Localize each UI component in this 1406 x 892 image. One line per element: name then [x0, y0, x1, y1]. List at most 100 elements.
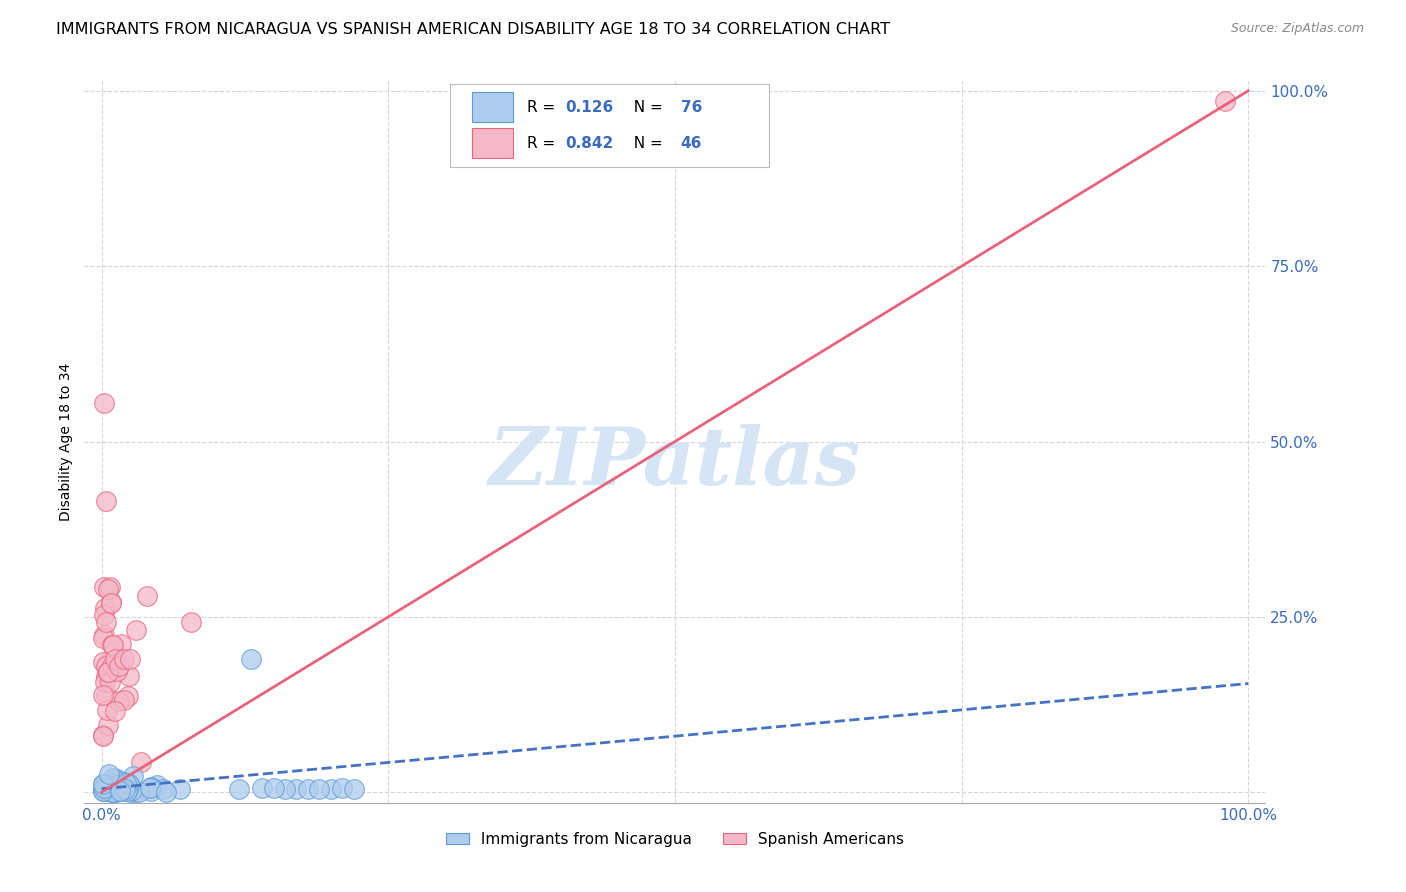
Point	[125, 624, 148, 638]
Point	[93, 608, 115, 623]
Point	[146, 778, 169, 792]
Point	[93, 674, 115, 689]
Point	[228, 781, 250, 796]
Point	[98, 767, 121, 781]
Point	[112, 778, 135, 792]
Text: 76: 76	[681, 100, 702, 114]
Point	[103, 783, 125, 797]
Point	[97, 582, 120, 596]
Point	[104, 777, 127, 791]
Point	[155, 784, 177, 798]
Point	[96, 782, 118, 797]
Point	[105, 664, 128, 678]
Point	[139, 781, 162, 796]
Point	[114, 652, 136, 666]
Point	[91, 655, 114, 669]
Point	[169, 782, 191, 797]
Point	[96, 657, 118, 671]
Point	[104, 784, 127, 798]
Point	[97, 665, 120, 679]
Point	[100, 675, 122, 690]
Point	[103, 782, 125, 797]
Point	[91, 729, 114, 743]
FancyBboxPatch shape	[472, 128, 513, 158]
Point	[319, 782, 342, 797]
Point	[100, 595, 122, 609]
Point	[114, 782, 136, 797]
Point	[111, 784, 134, 798]
Point	[101, 658, 124, 673]
Point	[93, 580, 115, 594]
Point	[100, 783, 122, 797]
Point	[110, 781, 132, 796]
Point	[100, 779, 122, 793]
Point	[121, 783, 143, 797]
Point	[97, 780, 120, 795]
Point	[180, 615, 202, 630]
Point	[100, 777, 122, 791]
Point	[94, 689, 117, 703]
Point	[131, 755, 153, 769]
Point	[152, 782, 174, 797]
Point	[93, 780, 115, 795]
Point	[91, 728, 114, 742]
Point	[97, 782, 120, 797]
Point	[91, 777, 114, 791]
Point	[120, 784, 142, 798]
Text: ZIPatlas: ZIPatlas	[489, 425, 860, 502]
Point	[93, 628, 115, 642]
Point	[96, 615, 118, 629]
Point	[97, 783, 120, 797]
Text: R =: R =	[527, 100, 561, 114]
Point	[100, 596, 122, 610]
Y-axis label: Disability Age 18 to 34: Disability Age 18 to 34	[59, 362, 73, 521]
Point	[104, 652, 127, 666]
Point	[107, 776, 129, 790]
Point	[118, 669, 141, 683]
Point	[107, 659, 129, 673]
Point	[136, 589, 159, 603]
Text: 46: 46	[681, 136, 702, 151]
Point	[117, 689, 139, 703]
Point	[108, 694, 131, 708]
Point	[108, 783, 131, 797]
Text: N =: N =	[624, 100, 668, 114]
Point	[103, 779, 125, 793]
Point	[107, 774, 129, 789]
Text: 0.842: 0.842	[565, 136, 613, 151]
Point	[121, 769, 143, 783]
Point	[101, 784, 124, 798]
Point	[91, 783, 114, 797]
Legend:  Immigrants from Nicaragua,  Spanish Americans: Immigrants from Nicaragua, Spanish Ameri…	[440, 826, 910, 853]
Point	[96, 778, 118, 792]
Point	[93, 396, 115, 410]
Text: 0.126: 0.126	[565, 100, 613, 114]
Point	[110, 637, 132, 651]
Point	[105, 778, 128, 792]
Point	[263, 780, 285, 795]
Point	[97, 665, 120, 680]
Point	[91, 689, 114, 703]
Point	[117, 776, 139, 790]
Point	[308, 781, 330, 796]
Point	[91, 783, 114, 797]
Point	[94, 658, 117, 673]
Point	[91, 784, 114, 798]
Point	[250, 780, 273, 795]
Point	[120, 652, 142, 666]
Text: N =: N =	[624, 136, 668, 151]
Point	[94, 494, 117, 508]
Text: Source: ZipAtlas.com: Source: ZipAtlas.com	[1230, 22, 1364, 36]
Point	[91, 777, 114, 791]
Point	[103, 771, 125, 785]
Point	[114, 781, 136, 796]
Point	[94, 669, 117, 683]
Point	[103, 782, 125, 797]
Point	[96, 703, 118, 717]
Point	[91, 784, 114, 798]
Point	[101, 772, 124, 786]
Point	[100, 784, 122, 798]
FancyBboxPatch shape	[472, 92, 513, 122]
Point	[115, 775, 138, 789]
Point	[101, 638, 124, 652]
